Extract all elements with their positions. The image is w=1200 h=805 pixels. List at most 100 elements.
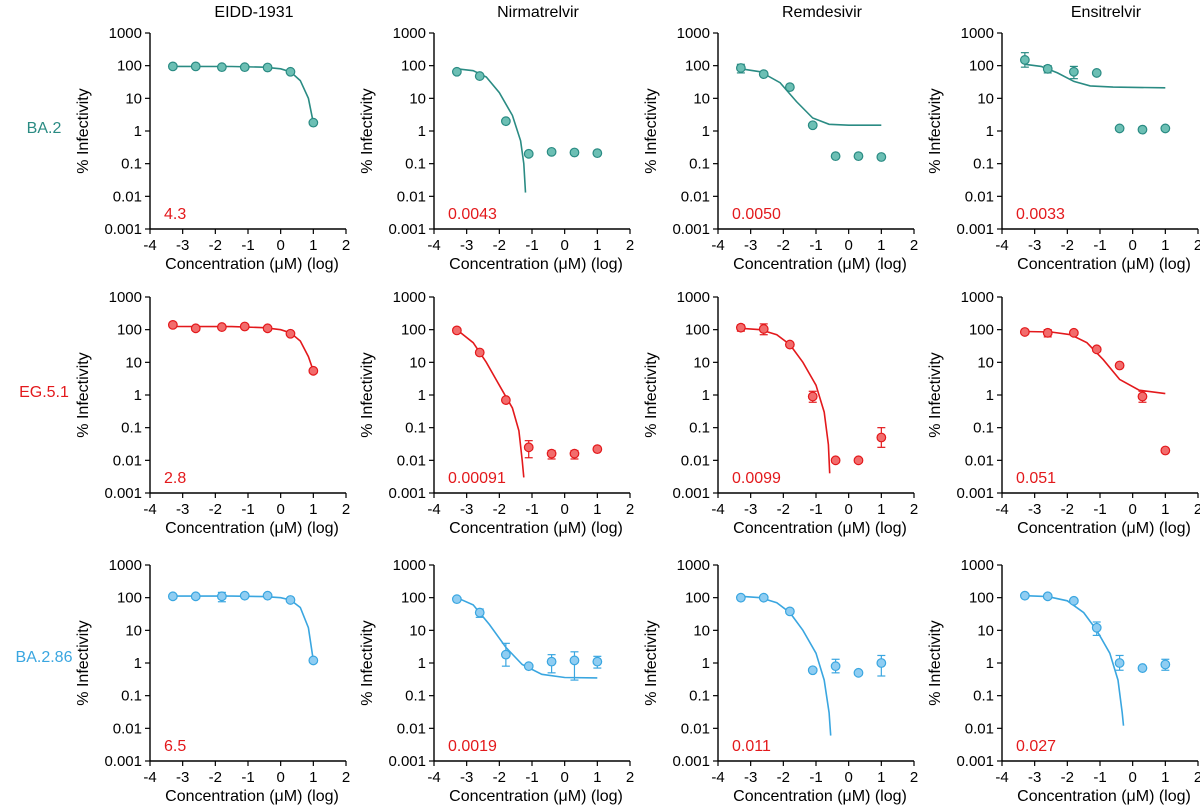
data-point bbox=[1091, 68, 1102, 78]
y-axis-title: % Infectivity bbox=[75, 352, 92, 437]
y-tick-label: 0.001 bbox=[672, 485, 710, 502]
fit-curve bbox=[1024, 594, 1125, 726]
y-tick-label: 0.1 bbox=[973, 156, 994, 173]
ic50-label: 0.0019 bbox=[448, 738, 497, 755]
x-tick-label: -3 bbox=[176, 237, 189, 254]
panel: 0.001 0.01 0.1 1 10 100 1000 -4 -3 -2 -1 0 1 2Concent… bbox=[643, 289, 918, 537]
x-tick-label: -1 bbox=[809, 501, 822, 518]
y-axis-title: % Infectivity bbox=[359, 352, 376, 437]
fit-curve bbox=[172, 325, 315, 372]
data-point bbox=[262, 323, 273, 334]
x-tick-label: -4 bbox=[143, 501, 156, 518]
data-point bbox=[167, 61, 178, 72]
data-point bbox=[451, 325, 462, 336]
y-axis-title: % Infectivity bbox=[927, 352, 944, 437]
x-tick-label: 1 bbox=[877, 769, 885, 786]
data-point bbox=[830, 455, 841, 466]
data-point bbox=[1019, 55, 1030, 65]
fit-curve bbox=[456, 596, 598, 679]
data-point bbox=[807, 665, 818, 676]
x-tick-label: 2 bbox=[626, 237, 634, 254]
data-point bbox=[758, 69, 769, 80]
x-tick-label: -4 bbox=[143, 769, 156, 786]
y-tick-label: 1000 bbox=[677, 25, 710, 42]
ic50-label: 0.00091 bbox=[448, 470, 506, 487]
y-tick-label: 1000 bbox=[393, 557, 426, 574]
y-tick-label: 100 bbox=[969, 58, 994, 75]
data-point bbox=[758, 324, 769, 334]
x-axis-title: Concentration (μM) (log) bbox=[449, 520, 623, 537]
x-tick-label: -4 bbox=[711, 237, 724, 254]
x-axis-title: Concentration (μM) (log) bbox=[733, 788, 907, 805]
fit-curve bbox=[456, 68, 527, 193]
y-tick-label: 10 bbox=[693, 354, 710, 371]
row-label: BA.2.86 bbox=[16, 649, 73, 666]
y-tick-label: 0.001 bbox=[956, 221, 994, 238]
y-axis-title: % Infectivity bbox=[359, 620, 376, 705]
panel: 0.001 0.01 0.1 1 10 100 1000 -4 -3 -2 -1 0 1 2Concent… bbox=[643, 25, 918, 273]
data-point bbox=[262, 590, 273, 601]
data-point bbox=[308, 655, 319, 666]
data-point bbox=[285, 66, 296, 77]
x-tick-label: -2 bbox=[209, 237, 222, 254]
y-tick-label: 0.01 bbox=[397, 720, 426, 737]
x-tick-label: 0 bbox=[560, 769, 568, 786]
data-point bbox=[735, 592, 746, 603]
data-point bbox=[523, 442, 534, 453]
y-tick-label: 1000 bbox=[961, 289, 994, 306]
x-tick-label: -4 bbox=[427, 501, 440, 518]
x-tick-label: 1 bbox=[309, 769, 317, 786]
panel: 0.001 0.01 0.1 1 10 100 1000 -4 -3 -2 -1 0 1 2Concent… bbox=[927, 557, 1200, 805]
x-axis-title: Concentration (μM) (log) bbox=[165, 256, 339, 273]
x-tick-label: 0 bbox=[844, 501, 852, 518]
x-tick-label: 2 bbox=[1194, 769, 1200, 786]
x-axis-title: Concentration (μM) (log) bbox=[165, 520, 339, 537]
x-tick-label: 1 bbox=[1161, 769, 1169, 786]
data-point bbox=[876, 658, 887, 668]
y-tick-label: 1 bbox=[986, 387, 994, 404]
data-point bbox=[1042, 63, 1053, 74]
x-tick-label: -1 bbox=[1093, 769, 1106, 786]
data-point bbox=[1068, 66, 1079, 77]
data-point bbox=[784, 82, 795, 93]
data-point bbox=[1114, 658, 1125, 668]
data-point bbox=[1160, 123, 1171, 134]
column-title: Remdesivir bbox=[782, 4, 863, 21]
x-tick-label: -1 bbox=[525, 501, 538, 518]
x-tick-label: 2 bbox=[910, 501, 918, 518]
data-point bbox=[1042, 591, 1053, 602]
x-tick-label: 2 bbox=[626, 501, 634, 518]
data-point bbox=[216, 591, 227, 602]
x-tick-label: -2 bbox=[1061, 501, 1074, 518]
y-axis-title: % Infectivity bbox=[359, 88, 376, 173]
x-tick-label: 0 bbox=[276, 769, 284, 786]
x-tick-label: -1 bbox=[525, 769, 538, 786]
y-tick-label: 0.01 bbox=[681, 452, 710, 469]
data-point bbox=[308, 117, 319, 128]
data-point bbox=[1137, 663, 1148, 673]
y-tick-label: 1 bbox=[418, 655, 426, 672]
x-tick-label: 1 bbox=[1161, 501, 1169, 518]
y-tick-label: 100 bbox=[969, 322, 994, 339]
data-point bbox=[876, 152, 887, 162]
data-point bbox=[1042, 327, 1053, 338]
y-tick-label: 0.01 bbox=[113, 720, 142, 737]
y-axis-title: % Infectivity bbox=[927, 88, 944, 173]
column-title: EIDD-1931 bbox=[214, 4, 293, 21]
y-tick-label: 10 bbox=[977, 354, 994, 371]
y-tick-label: 1 bbox=[134, 655, 142, 672]
x-tick-label: -1 bbox=[809, 769, 822, 786]
x-tick-label: -4 bbox=[995, 237, 1008, 254]
data-point bbox=[1091, 344, 1102, 355]
x-axis-title: Concentration (μM) (log) bbox=[449, 788, 623, 805]
data-point bbox=[876, 432, 887, 443]
data-point bbox=[216, 322, 227, 332]
x-tick-label: -4 bbox=[427, 769, 440, 786]
x-tick-label: -4 bbox=[427, 237, 440, 254]
x-tick-label: 1 bbox=[877, 501, 885, 518]
x-tick-label: -2 bbox=[777, 237, 790, 254]
data-point bbox=[546, 146, 557, 157]
x-tick-label: -2 bbox=[209, 769, 222, 786]
ic50-label: 6.5 bbox=[164, 738, 186, 755]
y-tick-label: 0.001 bbox=[388, 221, 426, 238]
